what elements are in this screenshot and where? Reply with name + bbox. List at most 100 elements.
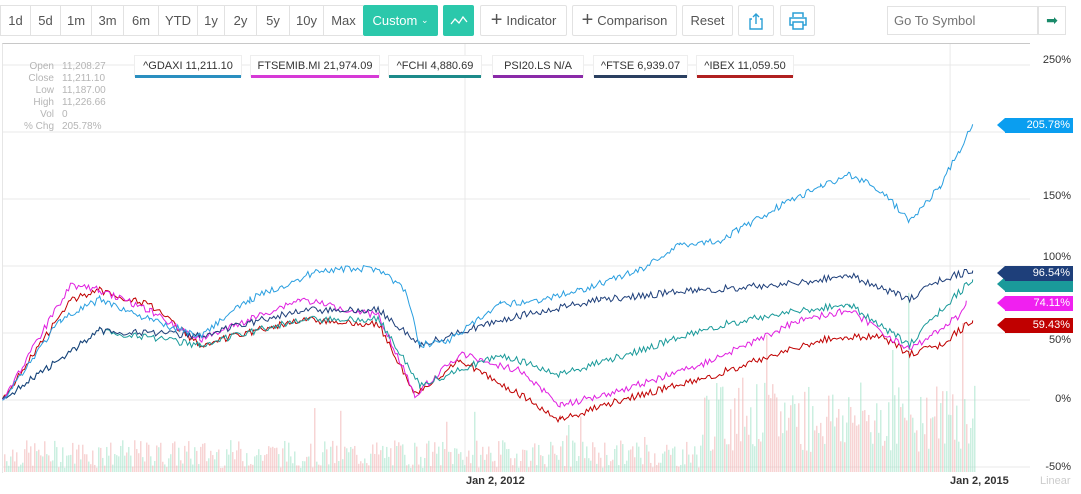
range-button-5d[interactable]: 5d bbox=[30, 5, 60, 36]
volume-bar bbox=[404, 454, 406, 472]
chart-type-button[interactable] bbox=[443, 5, 474, 36]
volume-bar bbox=[72, 442, 74, 472]
volume-bar bbox=[732, 450, 734, 472]
volume-bar bbox=[630, 449, 632, 472]
volume-bar bbox=[790, 405, 792, 472]
volume-bar bbox=[778, 436, 780, 472]
volume-bar bbox=[694, 446, 696, 472]
volume-bar bbox=[910, 414, 912, 472]
scale-toggle[interactable]: Linear bbox=[1040, 475, 1071, 487]
legend-label: ^FCHI 4,880.69 bbox=[396, 60, 474, 72]
volume-bar bbox=[782, 433, 784, 472]
range-button-5y[interactable]: 5y bbox=[256, 5, 289, 36]
comparison-button[interactable]: + Comparison bbox=[572, 5, 677, 36]
volume-bar bbox=[972, 418, 974, 472]
volume-bar bbox=[614, 448, 616, 472]
indicator-button[interactable]: + Indicator bbox=[480, 5, 567, 36]
volume-bar bbox=[48, 455, 50, 472]
volume-bar bbox=[260, 454, 262, 472]
legend-ibex[interactable]: ^IBEX 11,059.50 bbox=[696, 55, 794, 78]
volume-bar bbox=[458, 453, 460, 472]
range-button-ytd[interactable]: YTD bbox=[158, 5, 197, 36]
volume-bar bbox=[636, 442, 638, 472]
print-button[interactable] bbox=[780, 5, 815, 36]
reset-button[interactable]: Reset bbox=[682, 5, 733, 36]
volume-bar bbox=[854, 415, 856, 472]
volume-bar bbox=[576, 460, 578, 472]
range-button-1m[interactable]: 1m bbox=[60, 5, 91, 36]
volume-bar bbox=[190, 458, 192, 472]
volume-bar bbox=[468, 450, 470, 472]
volume-bar bbox=[278, 454, 280, 472]
volume-bar bbox=[358, 463, 360, 472]
volume-bar bbox=[874, 420, 876, 472]
volume-bar bbox=[638, 446, 640, 472]
volume-bar bbox=[742, 377, 744, 472]
volume-bar bbox=[774, 393, 776, 472]
volume-bar bbox=[66, 455, 68, 472]
volume-bar bbox=[946, 391, 948, 472]
volume-bar bbox=[654, 453, 656, 472]
legend-fchi[interactable]: ^FCHI 4,880.69 bbox=[388, 55, 482, 78]
custom-range-dropdown[interactable]: Custom ⌄ bbox=[363, 5, 438, 36]
share-button[interactable] bbox=[738, 5, 774, 36]
legend-psi20[interactable]: PSI20.LS N/A bbox=[492, 55, 584, 78]
volume-bar bbox=[148, 444, 150, 472]
range-button-3m[interactable]: 3m bbox=[91, 5, 123, 36]
y-tick-label: 0% bbox=[1055, 393, 1071, 405]
volume-bar bbox=[600, 457, 602, 472]
volume-bar bbox=[184, 445, 186, 472]
volume-bar bbox=[650, 462, 652, 472]
volume-bar bbox=[44, 441, 46, 472]
legend-ftse[interactable]: ^FTSE 6,939.07 bbox=[593, 55, 688, 78]
legend-swatch bbox=[594, 75, 687, 78]
volume-bar bbox=[440, 465, 442, 472]
volume-bar bbox=[804, 391, 806, 472]
range-button-2y[interactable]: 2y bbox=[224, 5, 256, 36]
volume-bar bbox=[866, 421, 868, 472]
volume-bar bbox=[674, 446, 676, 472]
volume-bar bbox=[830, 421, 832, 472]
volume-bar bbox=[414, 442, 416, 472]
volume-bar bbox=[466, 456, 468, 472]
volume-bar bbox=[748, 434, 750, 472]
volume-bar bbox=[760, 441, 762, 472]
range-button-1y[interactable]: 1y bbox=[197, 5, 224, 36]
volume-bar bbox=[726, 444, 728, 472]
volume-bar bbox=[284, 440, 286, 472]
chart-area[interactable] bbox=[2, 43, 1030, 473]
volume-bar bbox=[132, 466, 134, 472]
legend-gdaxi[interactable]: ^GDAXI 11,211.10 bbox=[134, 55, 242, 78]
volume-bar bbox=[60, 461, 62, 472]
volume-bar bbox=[64, 467, 66, 472]
volume-bar bbox=[494, 460, 496, 472]
volume-bar bbox=[736, 433, 738, 472]
custom-label: Custom bbox=[372, 13, 418, 28]
volume-bar bbox=[10, 456, 12, 472]
volume-bar bbox=[888, 402, 890, 472]
indicator-label: Indicator bbox=[506, 13, 557, 28]
volume-bar bbox=[868, 414, 870, 472]
legend-ftsemib[interactable]: FTSEMIB.MI 21,974.09 bbox=[250, 55, 380, 78]
volume-bar bbox=[580, 416, 582, 472]
go-to-symbol-input[interactable] bbox=[887, 6, 1038, 35]
volume-bar bbox=[754, 446, 756, 472]
volume-bar bbox=[204, 443, 206, 472]
volume-bar bbox=[354, 445, 356, 472]
volume-bar bbox=[828, 395, 830, 472]
volume-bar bbox=[936, 386, 938, 472]
range-button-10y[interactable]: 10y bbox=[289, 5, 323, 36]
volume-bar bbox=[680, 464, 682, 472]
volume-bar bbox=[420, 456, 422, 472]
range-button-6m[interactable]: 6m bbox=[123, 5, 158, 36]
volume-bar bbox=[734, 398, 736, 472]
volume-bar bbox=[618, 465, 620, 472]
volume-bar bbox=[462, 459, 464, 472]
series-line-fchi bbox=[2, 279, 974, 400]
range-button-1d[interactable]: 1d bbox=[0, 5, 30, 36]
volume-bar bbox=[58, 467, 60, 472]
go-button[interactable]: ➡ bbox=[1038, 6, 1066, 35]
volume-bar bbox=[86, 454, 88, 472]
range-button-max[interactable]: Max bbox=[323, 5, 363, 36]
